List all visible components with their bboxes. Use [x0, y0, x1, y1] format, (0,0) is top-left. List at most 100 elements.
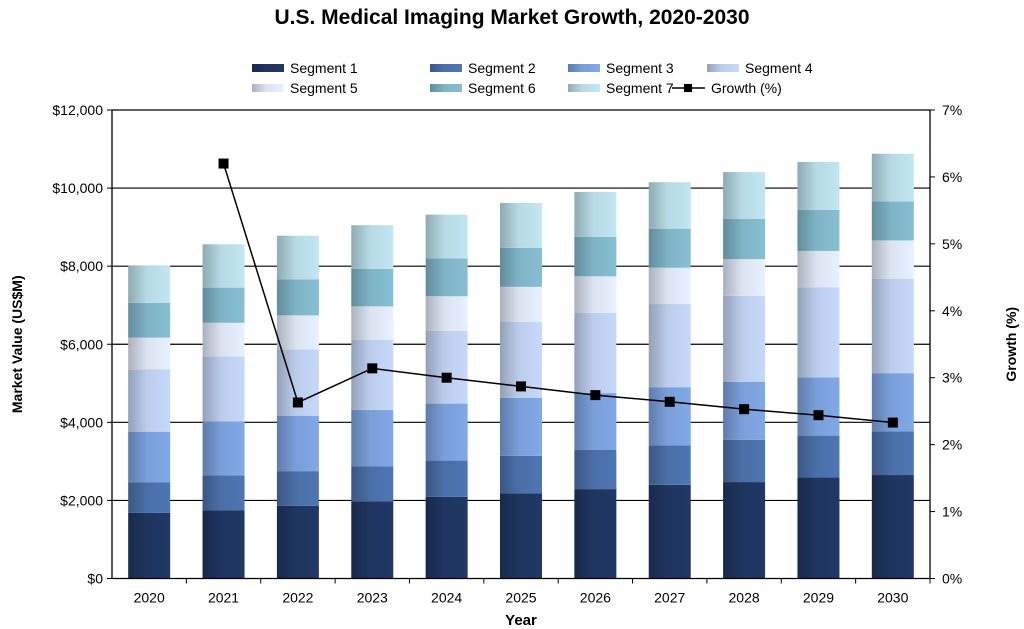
x-axis-title: Year	[505, 612, 537, 629]
bar-segment-5-2022	[276, 315, 319, 350]
bar-segment-7-2027	[648, 182, 691, 229]
legend-swatch	[568, 84, 600, 92]
growth-marker	[739, 404, 750, 415]
legend-swatch	[568, 64, 600, 72]
bar-segment-6-2030	[871, 201, 914, 241]
bar-segment-2-2026	[574, 449, 617, 490]
bar-segment-4-2021	[202, 356, 245, 422]
growth-line	[222, 163, 893, 424]
bar-segment-4-2028	[723, 295, 766, 382]
x-tick-label: 2029	[803, 590, 834, 606]
bar-segment-2-2023	[351, 466, 394, 502]
bar-segment-3-2021	[202, 421, 245, 476]
x-tick-label: 2028	[729, 590, 760, 606]
y2-axis-title: Growth (%)	[1003, 307, 1019, 382]
bar-segment-7-2030	[871, 153, 914, 202]
bar-segment-2-2025	[500, 455, 542, 494]
x-tick-label: 2022	[282, 590, 313, 606]
bar-segment-3-2022	[276, 415, 319, 472]
growth-marker	[813, 410, 824, 421]
bar-segment-3-2024	[425, 403, 468, 461]
x-tick-label: 2021	[208, 590, 239, 606]
growth-marker	[664, 396, 675, 407]
legend-label: Segment 5	[290, 80, 358, 96]
bar-segment-6-2023	[351, 268, 394, 307]
y2-tick-label: 3%	[942, 370, 962, 386]
bar-segment-3-2026	[574, 393, 617, 450]
y-tick-label: $8,000	[60, 258, 103, 274]
bar-segment-6-2024	[425, 258, 468, 297]
x-tick-label: 2030	[877, 590, 908, 606]
bar-segment-3-2029	[797, 377, 840, 436]
y2-tick-label: 4%	[942, 303, 962, 319]
y-tick-label: $0	[87, 571, 103, 587]
bar-segment-4-2030	[871, 278, 914, 374]
legend-label: Segment 2	[468, 60, 536, 76]
bar-segment-3-2020	[128, 431, 171, 483]
y2-tick-label: 6%	[942, 169, 962, 185]
bar-segment-7-2024	[425, 214, 468, 259]
growth-marker	[441, 372, 452, 383]
bar-segment-5-2029	[797, 250, 840, 288]
bar-segment-3-2027	[648, 387, 691, 446]
bar-segment-1-2023	[351, 501, 394, 579]
legend-label: Segment 3	[606, 60, 674, 76]
bar-segment-5-2021	[202, 322, 245, 357]
x-tick-label: 2026	[580, 590, 611, 606]
legend-swatch	[430, 64, 462, 72]
y2-tick-label: 0%	[942, 571, 962, 587]
legend-swatch	[707, 64, 739, 72]
bar-segment-3-2023	[351, 409, 394, 467]
bar-segment-6-2026	[574, 236, 617, 277]
x-tick-label: 2023	[357, 590, 388, 606]
legend-label: Segment 6	[468, 80, 536, 96]
bar-segment-4-2024	[425, 330, 468, 404]
bar-segment-5-2024	[425, 296, 468, 331]
bar-segment-1-2020	[128, 512, 171, 579]
bar-segment-5-2027	[648, 267, 691, 305]
bar-segment-2-2027	[648, 445, 691, 485]
y-tick-label: $6,000	[60, 336, 103, 352]
bar-segment-1-2030	[871, 475, 914, 579]
x-tick-label: 2027	[654, 590, 685, 606]
bar-segment-1-2029	[797, 477, 840, 579]
bar-segment-4-2027	[648, 304, 691, 388]
bar-segment-6-2029	[797, 209, 840, 251]
y2-tick-label: 1%	[942, 504, 962, 520]
y-axis-title: Market Value (US$M)	[9, 275, 25, 413]
x-tick-label: 2025	[505, 590, 536, 606]
bar-segment-4-2029	[797, 287, 840, 378]
bar-segment-7-2021	[202, 244, 245, 288]
bar-segment-5-2030	[871, 240, 914, 279]
growth-marker	[590, 390, 601, 401]
legend-swatch	[430, 84, 462, 92]
bar-segment-1-2022	[276, 505, 319, 579]
bar-segment-3-2025	[500, 397, 542, 456]
bar-segment-6-2025	[500, 247, 542, 287]
bar-segment-1-2021	[202, 510, 245, 579]
x-tick-label: 2020	[134, 590, 165, 606]
legend-label: Segment 7	[606, 80, 674, 96]
bar-segment-6-2020	[128, 302, 171, 338]
bar-segment-5-2028	[723, 259, 766, 296]
bar-segment-1-2028	[723, 482, 766, 579]
x-tick-label: 2024	[431, 590, 462, 606]
bar-segment-6-2028	[723, 218, 766, 260]
bar-segment-5-2025	[500, 286, 542, 322]
y-tick-label: $10,000	[52, 180, 103, 196]
legend-label: Segment 4	[745, 60, 813, 76]
bar-segment-4-2026	[574, 313, 617, 394]
bar-segment-7-2020	[128, 265, 171, 303]
y2-tick-label: 5%	[942, 236, 962, 252]
legend-swatch	[252, 64, 284, 72]
bar-segment-7-2028	[723, 172, 766, 219]
y-tick-label: $4,000	[60, 414, 103, 430]
bar-segment-6-2022	[276, 279, 319, 316]
y-tick-label: $12,000	[52, 102, 103, 118]
legend-label: Growth (%)	[711, 80, 782, 96]
growth-marker	[887, 417, 898, 428]
bar-segment-4-2020	[128, 369, 171, 432]
legend-growth-marker-icon	[684, 84, 692, 92]
bar-segment-2-2029	[797, 435, 840, 478]
